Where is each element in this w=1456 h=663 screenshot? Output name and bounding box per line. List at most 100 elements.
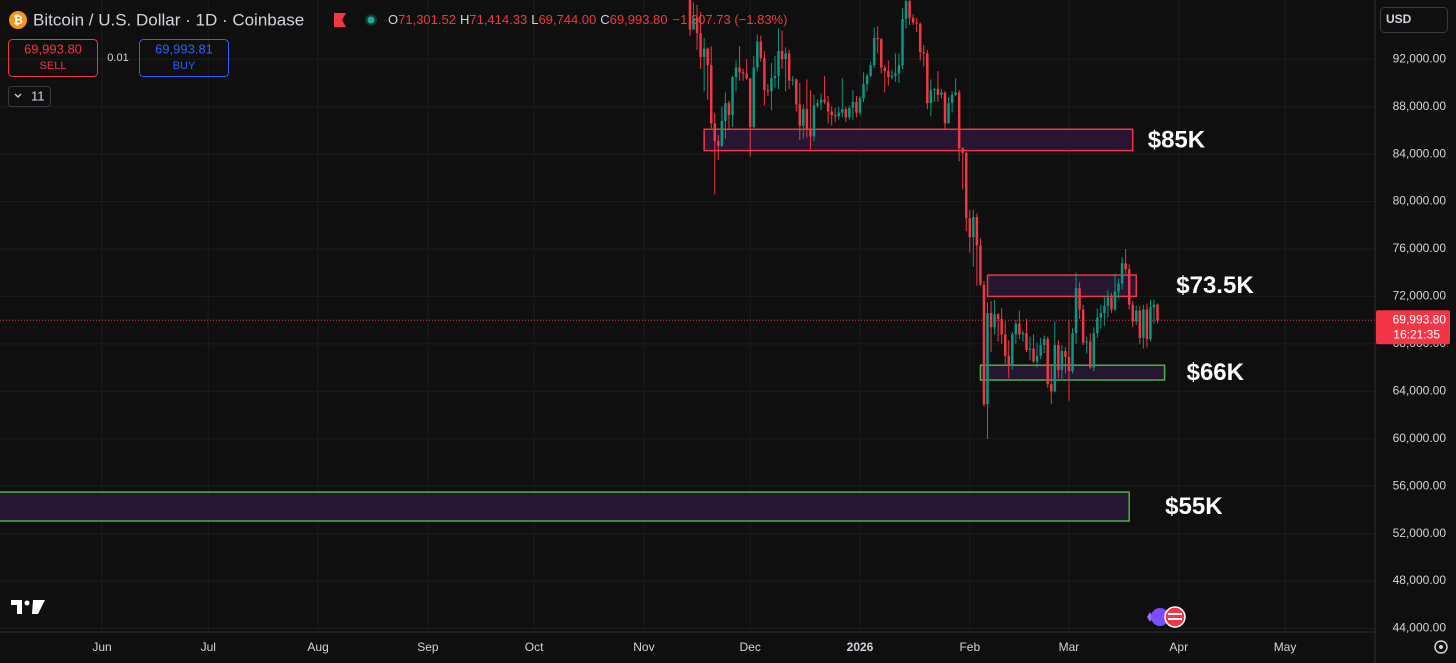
ohlc-legend: O71,301.52 H71,414.33 L69,744.00 C69,993.80… bbox=[388, 12, 787, 27]
candle-body bbox=[968, 218, 972, 238]
candle-body bbox=[809, 129, 812, 137]
candle-body bbox=[1014, 323, 1018, 335]
grid bbox=[0, 0, 1375, 632]
candle-body bbox=[709, 65, 713, 124]
candle-body bbox=[759, 41, 763, 59]
candle-body bbox=[922, 52, 925, 54]
candle-body bbox=[957, 92, 961, 149]
candle-body bbox=[717, 141, 720, 146]
candle-body bbox=[1003, 334, 1007, 356]
candle-body bbox=[745, 73, 748, 79]
candle-body bbox=[1053, 345, 1057, 392]
candle-body bbox=[1088, 341, 1092, 368]
y-tick-label: 88,000.00 bbox=[1393, 99, 1447, 113]
y-tick-label: 80,000.00 bbox=[1393, 194, 1447, 208]
assistant-icon[interactable] bbox=[1151, 608, 1169, 626]
ohlc-key: C bbox=[600, 12, 609, 27]
zone-label: $85K bbox=[1148, 126, 1206, 153]
x-tick-label: 2026 bbox=[847, 640, 874, 654]
candle-body bbox=[784, 53, 787, 60]
logo-part bbox=[32, 600, 45, 614]
logo-part bbox=[11, 600, 22, 614]
y-tick-label: 92,000.00 bbox=[1393, 51, 1447, 65]
events-stripe bbox=[1168, 618, 1182, 620]
price-zone bbox=[986, 274, 1138, 298]
ohlc-value: 71,301.52 bbox=[398, 12, 456, 27]
price-zone bbox=[0, 491, 1130, 522]
candle-body bbox=[1135, 310, 1138, 322]
candle-body bbox=[890, 75, 894, 78]
y-tick-label: 72,000.00 bbox=[1393, 289, 1447, 303]
y-tick-label: 48,000.00 bbox=[1393, 573, 1447, 587]
candle-body bbox=[802, 109, 805, 126]
candle-body bbox=[1032, 348, 1035, 362]
candle-body bbox=[826, 101, 830, 112]
candle-body bbox=[692, 17, 695, 30]
ohlc-value: 69,993.80 bbox=[610, 12, 668, 27]
candle-body bbox=[748, 78, 752, 127]
candle-body bbox=[1138, 310, 1142, 338]
last-price-label: 69,993.80 bbox=[1393, 312, 1447, 326]
last-price-box bbox=[1376, 310, 1450, 345]
candle-body bbox=[940, 92, 943, 95]
buy-button[interactable] bbox=[139, 39, 229, 77]
plot-area bbox=[0, 0, 1375, 522]
candle-body bbox=[950, 94, 954, 104]
settings-icon[interactable] bbox=[1434, 640, 1448, 654]
candle-body bbox=[904, 1, 908, 19]
candle-body bbox=[862, 84, 865, 99]
tradingview-logo[interactable] bbox=[11, 600, 45, 614]
candle-body bbox=[918, 23, 922, 53]
x-tick-label: Nov bbox=[633, 640, 654, 654]
candle-body bbox=[798, 104, 802, 126]
candle-body bbox=[791, 79, 794, 81]
candle-body bbox=[869, 65, 872, 76]
candle-body bbox=[1074, 288, 1078, 334]
candle-body bbox=[1096, 317, 1099, 334]
candle-body bbox=[844, 109, 848, 118]
candle-body bbox=[929, 90, 933, 104]
candle-body bbox=[933, 88, 936, 91]
symbol-title[interactable]: Bitcoin / U.S. Dollar · 1D · Coinbase bbox=[33, 10, 304, 29]
candle-body bbox=[787, 53, 791, 81]
candle-body bbox=[1071, 333, 1074, 372]
candle-body bbox=[773, 75, 777, 79]
events-icon[interactable] bbox=[1164, 606, 1186, 628]
x-tick-label: Dec bbox=[740, 640, 761, 654]
x-tick-label: Oct bbox=[525, 640, 544, 654]
candle-body bbox=[880, 39, 883, 68]
price-zone bbox=[703, 128, 1134, 152]
x-tick-label: Mar bbox=[1059, 640, 1080, 654]
candle-body bbox=[1113, 291, 1117, 310]
candle-body bbox=[688, 0, 692, 30]
candle-body bbox=[883, 67, 887, 72]
zone-label: $55K bbox=[1165, 493, 1223, 520]
y-tick-label: 44,000.00 bbox=[1393, 621, 1447, 635]
candle-body bbox=[972, 216, 975, 238]
candle-body bbox=[943, 92, 947, 124]
candle-body bbox=[975, 216, 979, 246]
sell-button[interactable] bbox=[8, 39, 98, 77]
candle-body bbox=[713, 123, 717, 142]
candle-body bbox=[794, 79, 798, 105]
zone-label: $66K bbox=[1187, 359, 1245, 386]
candle-body bbox=[901, 18, 904, 66]
candle-body bbox=[1057, 345, 1060, 370]
settings-icon-core bbox=[1439, 645, 1443, 649]
candle-body bbox=[752, 67, 755, 127]
candle-body bbox=[926, 53, 929, 104]
indicators-toggle[interactable] bbox=[8, 86, 51, 107]
candle-body bbox=[720, 120, 724, 146]
currency-button[interactable] bbox=[1380, 7, 1448, 33]
candle-body bbox=[1050, 384, 1053, 392]
flag-icon[interactable] bbox=[334, 13, 346, 27]
candle-body bbox=[833, 115, 837, 117]
candle-body bbox=[741, 72, 745, 74]
candle-body bbox=[1025, 333, 1028, 350]
y-tick-label: 64,000.00 bbox=[1393, 383, 1447, 397]
buy-price: 69,993.81 bbox=[155, 41, 213, 56]
logo-part bbox=[24, 600, 30, 606]
sell-label: SELL bbox=[40, 60, 67, 72]
x-tick-label: Jul bbox=[201, 640, 216, 654]
